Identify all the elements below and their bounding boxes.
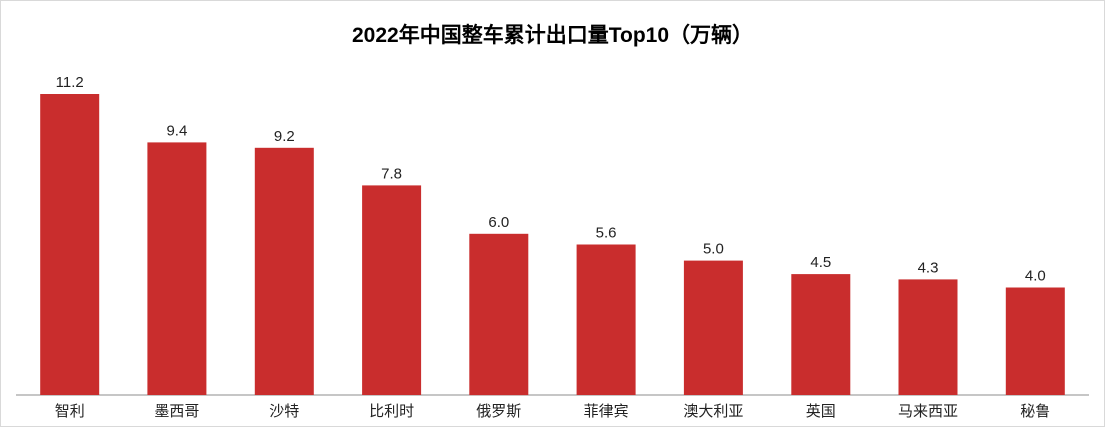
bar (1005, 287, 1065, 395)
category-tick-label: 秘鲁 (1020, 403, 1050, 420)
bar-value-label: 9.2 (274, 128, 295, 145)
bar (791, 274, 851, 395)
bar-value-label: 4.0 (1025, 268, 1046, 285)
bar (576, 244, 636, 395)
bar (469, 233, 529, 396)
bar (254, 147, 314, 395)
bar-value-label: 6.0 (488, 214, 509, 231)
category-tick-label: 马来西亚 (898, 403, 958, 420)
bar-value-label: 7.8 (381, 165, 402, 182)
bar (898, 279, 958, 395)
bar-value-label: 9.4 (166, 122, 187, 139)
bar-value-label: 5.6 (596, 225, 617, 242)
bar (362, 185, 422, 395)
bar-value-label: 4.3 (918, 259, 939, 276)
bar-value-label: 4.5 (810, 254, 831, 271)
bar (40, 94, 100, 395)
bar (147, 142, 207, 395)
bar-value-label: 11.2 (56, 74, 84, 91)
bar-value-label: 5.0 (703, 241, 724, 258)
category-tick-label: 墨西哥 (154, 403, 199, 420)
category-tick-label: 英国 (806, 402, 836, 420)
category-tick-label: 智利 (55, 402, 85, 420)
category-tick-label: 澳大利亚 (683, 403, 743, 420)
category-tick-label: 比利时 (369, 403, 414, 420)
chart-title: 2022年中国整车累计出口量Top10（万辆） (352, 24, 753, 47)
bar (683, 260, 743, 395)
category-tick-label: 沙特 (269, 403, 299, 420)
category-tick-label: 菲律宾 (584, 403, 629, 420)
category-tick-label: 俄罗斯 (476, 403, 521, 420)
